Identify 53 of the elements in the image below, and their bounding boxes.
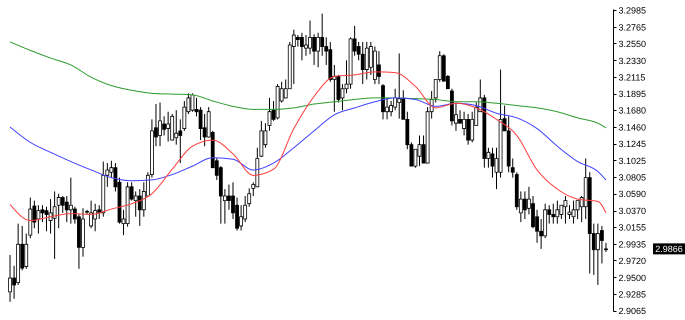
y-tick-label: 2.9500 xyxy=(618,272,646,283)
y-tick-label: 3.0590 xyxy=(618,189,646,200)
y-tick-label: 3.2115 xyxy=(618,72,646,82)
candlestick xyxy=(60,196,65,214)
y-tick-label: 3.2765 xyxy=(618,22,646,33)
candlestick xyxy=(24,233,28,270)
candlestick xyxy=(296,34,300,48)
candlestick xyxy=(418,134,422,167)
candlestick xyxy=(551,203,556,224)
y-tick-label: 3.1680 xyxy=(618,106,646,116)
text: 2.9866 xyxy=(655,244,683,254)
candlestick xyxy=(397,52,402,120)
candlestick xyxy=(522,190,527,220)
y-tick-label: 2.9935 xyxy=(618,239,646,250)
y-tick-label: 2.9065 xyxy=(618,306,646,316)
line-series xyxy=(10,41,606,128)
candlestick xyxy=(300,32,304,61)
y-tick-label: 3.1895 xyxy=(618,89,646,100)
candlestick xyxy=(576,200,580,220)
candlestick xyxy=(158,102,162,147)
candlestick xyxy=(555,200,560,224)
candlestick xyxy=(134,190,138,218)
y-tick-label: 2.9720 xyxy=(618,256,646,266)
candlestick xyxy=(377,50,381,85)
candlestick xyxy=(572,200,576,224)
candlestick xyxy=(364,41,369,80)
candlestick xyxy=(36,204,40,234)
y-tick-label: 3.0155 xyxy=(618,222,646,233)
candlestick xyxy=(52,190,57,260)
candlestick xyxy=(190,92,194,112)
y-tick-label: 3.0805 xyxy=(618,172,646,183)
candlestick xyxy=(564,196,568,224)
line-series xyxy=(10,97,606,182)
candlestick xyxy=(89,200,94,229)
y-tick-label: 2.9285 xyxy=(618,289,646,300)
candlestick xyxy=(56,193,61,229)
y-tick-label: 3.2330 xyxy=(618,56,646,66)
y-tick-label: 3.0370 xyxy=(618,206,646,216)
y-tick-label: 3.1460 xyxy=(618,122,646,133)
candlestick xyxy=(596,223,600,286)
candlestick xyxy=(308,20,312,55)
candlestick xyxy=(360,41,365,85)
y-tick-label: 3.2550 xyxy=(618,38,646,49)
candlestick xyxy=(8,254,12,302)
y-tick-label: 3.1245 xyxy=(618,139,646,150)
y-tick-label: 3.1025 xyxy=(618,156,646,166)
candlestick xyxy=(466,114,470,146)
candlestick xyxy=(227,184,231,210)
candlestick xyxy=(292,29,296,85)
y-tick-label: 3.2985 xyxy=(618,6,646,16)
candlestick xyxy=(170,114,174,141)
candlestick xyxy=(166,111,170,142)
candlestick xyxy=(304,34,308,56)
